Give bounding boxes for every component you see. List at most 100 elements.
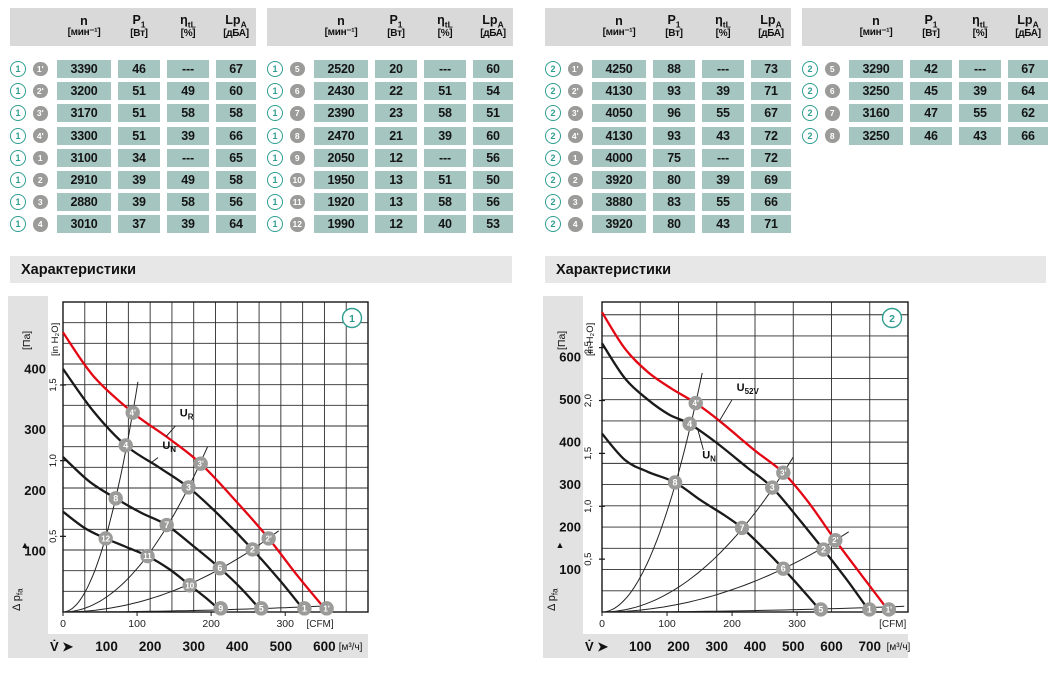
section-title: Характеристики	[556, 261, 672, 278]
inh2o-tick-label: 2,0	[583, 394, 594, 407]
column-header: P1 [Вт]	[910, 13, 952, 40]
value-cell: 3290	[849, 60, 903, 78]
operating-point-badge: 4	[568, 217, 583, 232]
value-cell: 2910	[57, 170, 111, 189]
column-header: ηtL [%]	[959, 13, 1001, 40]
system-resistance-curve	[601, 531, 849, 613]
value-cell: 51	[118, 126, 160, 145]
value-cell: 55	[702, 104, 744, 123]
operating-point-marker	[159, 517, 174, 533]
table-row: 1 7 2390 23 58 51	[267, 104, 513, 123]
m3h-tick-label: 700	[858, 639, 881, 654]
m3h-tick-label: 500	[782, 639, 805, 654]
operating-point-marker	[125, 405, 140, 420]
chart-ref-badge: 1	[267, 149, 283, 166]
operating-point-marker-label: 5	[818, 604, 823, 614]
curve-label-leader	[719, 399, 733, 422]
value-cell: 43	[959, 126, 1001, 145]
m3h-tick-label: 300	[705, 639, 728, 654]
pa-tick-label: 200	[559, 520, 581, 535]
operating-point-badge: 8	[825, 128, 840, 143]
table-row: 1 1' 3390 46 --- 67	[10, 60, 256, 78]
operating-point-marker-label: 6	[217, 563, 222, 573]
value-cell: 58	[424, 104, 466, 123]
m3h-tick-label: 400	[226, 639, 249, 654]
value-cell: 39	[167, 215, 209, 234]
operating-point-marker-label: 2'	[265, 534, 271, 543]
table-row: 2 1 4000 75 --- 72	[545, 148, 791, 167]
value-cell: 3390	[57, 60, 111, 78]
value-cell: 71	[751, 215, 791, 234]
pa-tick-label: 400	[559, 435, 581, 450]
chart-ref-badge: 1	[10, 194, 26, 211]
value-cell: 21	[375, 126, 417, 145]
table-row: 2 4' 4130 93 43 72	[545, 126, 791, 145]
operating-point-marker	[776, 561, 791, 576]
pa-tick-label: 400	[24, 361, 46, 376]
system-resistance-curve	[62, 446, 209, 613]
column-header-symbol: n	[872, 14, 880, 29]
performance-table-3: n [мин⁻¹] P1 [Вт] ηtL [%] LpA [дБА] 2 1' 4250 88 ---…	[545, 8, 791, 238]
value-cell: 67	[751, 104, 791, 123]
value-cell: 46	[118, 60, 160, 78]
inh2o-tick-label: 0,5	[583, 553, 594, 566]
column-header-unit: [мин⁻¹]	[67, 27, 101, 39]
value-cell: 53	[473, 215, 513, 234]
column-header: ηtL [%]	[702, 13, 744, 40]
operating-point-marker	[765, 480, 780, 495]
system-resistance-curve	[601, 372, 703, 613]
inh2o-tick-label: 0,5	[48, 530, 59, 543]
value-cell: 67	[1008, 60, 1048, 78]
value-cell: 39	[118, 170, 160, 189]
column-header-symbol: ηtL	[180, 13, 196, 30]
value-cell: 22	[375, 82, 417, 101]
operating-point-marker	[193, 456, 208, 471]
value-cell: 62	[1008, 104, 1048, 123]
operating-point-marker	[108, 491, 123, 506]
value-cell: 80	[653, 170, 695, 189]
value-cell: 54	[473, 82, 513, 101]
column-header-unit: [Вт]	[665, 28, 683, 40]
operating-point-badge: 2	[33, 172, 48, 188]
y-unit-inh2o: [in H₂O]	[585, 323, 596, 356]
value-cell: ---	[959, 60, 1001, 78]
operating-point-badge: 7	[290, 106, 305, 121]
table-row: 1 1 3100 34 --- 65	[10, 148, 256, 167]
chart-ref-badge: 1	[10, 83, 26, 100]
chart-ref-badge: 1	[267, 127, 283, 144]
operating-point-marker	[245, 542, 260, 557]
operating-point-badge: 9	[290, 150, 305, 165]
value-cell: 75	[653, 148, 695, 167]
operating-point-marker	[297, 601, 312, 616]
value-cell: 39	[424, 126, 466, 145]
chart-ref-badge	[341, 307, 363, 329]
cfm-tick-label: 0	[599, 618, 605, 630]
value-cell: 60	[473, 60, 513, 78]
chart-ref-badge: 2	[545, 83, 561, 100]
value-cell: 2390	[314, 104, 368, 123]
value-cell: 50	[473, 170, 513, 189]
value-cell: 49	[167, 170, 209, 189]
table-row: 2 4 3920 80 43 71	[545, 215, 791, 234]
column-header-unit: [дБА]	[223, 28, 249, 40]
chart-ref-badge: 1	[267, 216, 283, 233]
table-row: 2 5 3290 42 --- 67	[802, 60, 1048, 78]
value-cell: 55	[702, 193, 744, 212]
table-row: 1 2' 3200 51 49 60	[10, 82, 256, 101]
column-header: n [мин⁻¹]	[314, 15, 368, 39]
column-header-symbol: P1	[924, 13, 938, 30]
table-header-row: n [мин⁻¹] P1 [Вт] ηtL [%] LpA [дБА]	[267, 8, 513, 46]
value-cell: ---	[424, 148, 466, 167]
cfm-tick-label: 300	[276, 618, 294, 630]
table-row: 2 2 3920 80 39 69	[545, 170, 791, 189]
value-cell: 4130	[592, 82, 646, 101]
column-header-symbol: P1	[132, 13, 146, 30]
chart-ref-badge: 1	[267, 105, 283, 122]
table-row: 1 5 2520 20 --- 60	[267, 60, 513, 78]
chart-ref-badge: 2	[545, 216, 561, 233]
performance-table-4: n [мин⁻¹] P1 [Вт] ηtL [%] LpA [дБА] 2 5 3290 42 --- 6…	[802, 8, 1048, 149]
chart-ref-badge: 2	[545, 61, 561, 77]
column-header-unit: [дБА]	[1015, 28, 1041, 40]
operating-point-marker-label: 4	[687, 419, 692, 429]
